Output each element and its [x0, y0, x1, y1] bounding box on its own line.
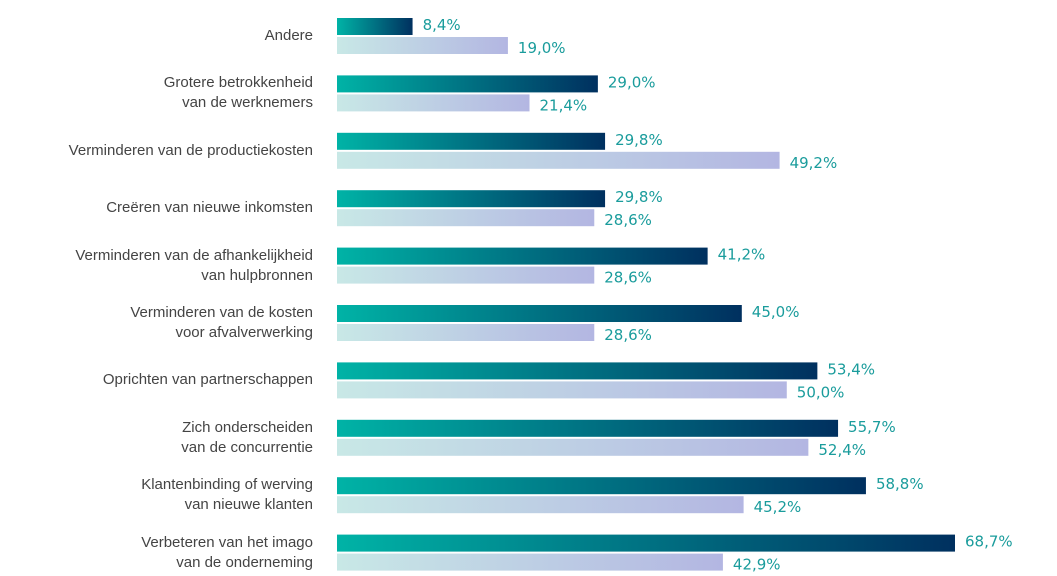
bar	[337, 305, 742, 322]
value-label: 29,8%	[615, 188, 663, 206]
bar	[337, 209, 595, 227]
value-label: 45,0%	[752, 303, 800, 321]
category-label: Andere	[264, 27, 313, 44]
bar	[337, 477, 866, 495]
bar	[337, 534, 955, 552]
bar	[337, 37, 508, 54]
value-label: 21,4%	[540, 96, 588, 114]
bar	[337, 419, 839, 437]
category-label: Oprichten van partnerschappen	[102, 371, 313, 389]
bar	[337, 381, 787, 399]
value-label: 41,2%	[718, 246, 766, 264]
bar	[337, 18, 413, 35]
bar	[337, 496, 744, 514]
value-label: 49,2%	[790, 154, 838, 172]
category-label: Creëren van nieuwe inkomsten	[106, 199, 313, 217]
category-label: Zich onderscheiden van de concurrentie	[181, 418, 313, 456]
bar	[337, 438, 809, 456]
value-label: 55,7%	[848, 418, 896, 436]
value-label: 28,6%	[604, 326, 652, 344]
value-label: 50,0%	[797, 383, 845, 401]
value-label: 45,2%	[754, 498, 802, 516]
value-label: 28,6%	[604, 211, 652, 229]
value-label: 68,7%	[965, 533, 1013, 551]
bar	[337, 266, 595, 284]
bar	[337, 190, 606, 208]
value-label: 19,0%	[518, 39, 566, 57]
value-label: 53,4%	[827, 360, 875, 378]
value-label: 42,9%	[733, 556, 781, 574]
category-label: Verminderen van de kosten voor afvalverw…	[130, 304, 313, 341]
bar	[337, 151, 780, 169]
bar	[337, 362, 818, 380]
value-label: 29,8%	[615, 131, 663, 149]
bar	[337, 75, 598, 93]
category-label: Verbeteren van het imago van de ondernem…	[141, 533, 313, 571]
value-label: 28,6%	[604, 269, 652, 287]
value-label: 52,4%	[818, 441, 866, 459]
bar	[337, 132, 606, 150]
bar	[337, 247, 708, 265]
category-label: Verminderen van de productiekosten	[68, 141, 313, 159]
bar	[337, 553, 723, 571]
bar	[337, 94, 530, 112]
category-label: Grotere betrokkenheid van de werknemers	[163, 74, 313, 112]
value-label: 8,4%	[423, 16, 461, 34]
bar	[337, 324, 595, 341]
value-label: 29,0%	[608, 73, 656, 91]
category-label: Verminderen van de afhankelijkheid van h…	[75, 246, 313, 284]
category-label: Klantenbinding of werving van nieuwe kla…	[141, 476, 313, 514]
value-label: 58,8%	[876, 475, 924, 493]
